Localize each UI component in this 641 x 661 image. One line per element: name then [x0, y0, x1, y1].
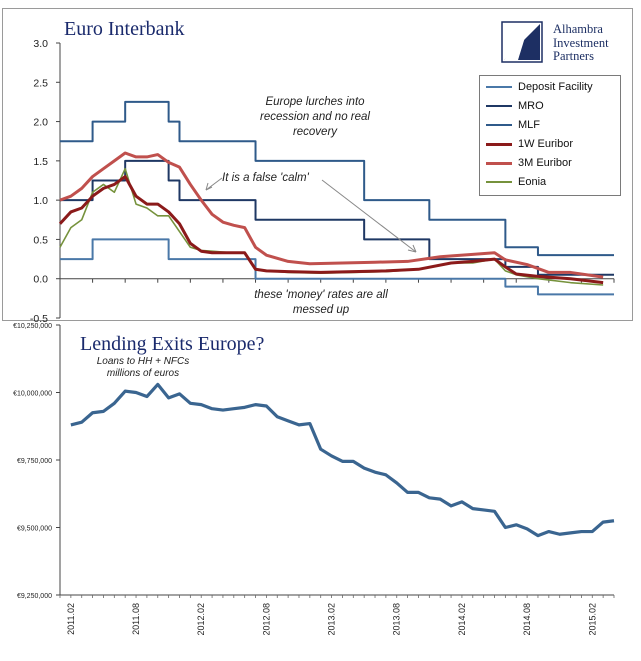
- logo-line-2: Investment: [553, 35, 609, 50]
- legend-swatch: [486, 142, 512, 146]
- legend-label: Eonia: [518, 176, 547, 188]
- legend-item-mlf: MLF: [486, 118, 540, 132]
- annotation-arrowhead-right: [407, 244, 417, 253]
- lending-chart: €10,250,000 €10,000,000 €9,750,000 €9,500,0…: [13, 323, 615, 636]
- legend-label: 3M Euribor: [518, 157, 572, 169]
- top-chart-legend: Deposit Facility MRO MLF 1W Euribor 3M E…: [479, 75, 621, 196]
- legend-swatch: [486, 86, 512, 88]
- bottom-x-tick-label: 2015.02: [587, 603, 597, 636]
- legend-item-eonia: Eonia: [486, 175, 546, 189]
- annotation-money-rates: these 'money' rates are all messed up: [254, 289, 388, 316]
- annotation-arrow-right: [321, 179, 417, 253]
- bottom-y-tick-label: €10,000,000: [13, 391, 52, 398]
- legend-item-mro: MRO: [486, 99, 544, 113]
- legend-swatch: [486, 161, 512, 165]
- bottom-x-tick-label: 2012.08: [261, 603, 271, 636]
- bottom-y-tick-label: €9,500,000: [17, 526, 52, 533]
- top-y-tick-label: -0.5: [30, 313, 48, 325]
- bottom-y-tick-label: €10,250,000: [13, 323, 52, 330]
- bottom-y-tick-label: €9,750,000: [17, 458, 52, 465]
- annotation-arrow-left: [205, 177, 223, 191]
- top-y-tick-label: 1.0: [33, 195, 48, 207]
- bottom-x-tick-label: 2014.08: [522, 603, 532, 636]
- logo-mark-icon: [501, 21, 543, 63]
- annotation-recession: Europe lurches into recession and no rea…: [260, 96, 370, 138]
- interbank-rates-chart: 3.0 2.5 2.0 1.5 1.0 0.5 0.0 -0.5: [30, 38, 615, 325]
- bottom-x-tick-label: 2012.02: [196, 603, 206, 636]
- legend-swatch: [486, 105, 512, 107]
- legend-label: MLF: [518, 119, 540, 131]
- series-line-3m-euribor: [59, 151, 604, 279]
- annotation-arrowhead-left: [205, 182, 213, 191]
- bottom-chart-title: Lending Exits Europe?: [80, 333, 265, 355]
- legend-label: MRO: [518, 100, 544, 112]
- top-y-tick-label: 1.5: [33, 156, 48, 168]
- legend-item-deposit-facility: Deposit Facility: [486, 80, 593, 94]
- bottom-x-tick-label: 2014.02: [457, 603, 467, 636]
- legend-item-1w-euribor: 1W Euribor: [486, 137, 573, 151]
- top-y-tick-label: 2.5: [33, 77, 48, 89]
- logo-text: Alhambra Investment Partners: [553, 22, 609, 64]
- company-logo: Alhambra Investment Partners: [500, 20, 628, 64]
- bottom-x-tick-label: 2013.08: [392, 603, 402, 636]
- top-y-tick-label: 3.0: [33, 38, 48, 50]
- legend-swatch: [486, 181, 512, 183]
- bottom-y-tick-label: €9,250,000: [17, 593, 52, 600]
- series-line-1w-euribor: [58, 175, 604, 285]
- annotation-false-calm: It is a false 'calm': [222, 172, 309, 184]
- legend-swatch: [486, 124, 512, 126]
- series-line-mlf: [60, 100, 614, 257]
- legend-label: Deposit Facility: [518, 81, 593, 93]
- bottom-x-tick-label: 2011.02: [66, 603, 76, 635]
- legend-label: 1W Euribor: [518, 138, 574, 150]
- top-y-tick-label: 0.5: [33, 234, 48, 246]
- bottom-chart-subtitle: Loans to HH + NFCs millions of euros: [96, 356, 190, 379]
- logo-line-3: Partners: [553, 49, 594, 63]
- top-chart-title: Euro Interbank: [64, 18, 185, 40]
- series-line-loans: [70, 382, 615, 538]
- top-y-tick-label: 2.0: [33, 117, 48, 129]
- legend-item-3m-euribor: 3M Euribor: [486, 156, 572, 170]
- bottom-x-tick-label: 2011.08: [131, 603, 141, 635]
- bottom-x-tick-label: 2013.02: [327, 603, 337, 636]
- logo-line-1: Alhambra: [553, 22, 603, 36]
- top-y-tick-label: 0.0: [33, 274, 48, 286]
